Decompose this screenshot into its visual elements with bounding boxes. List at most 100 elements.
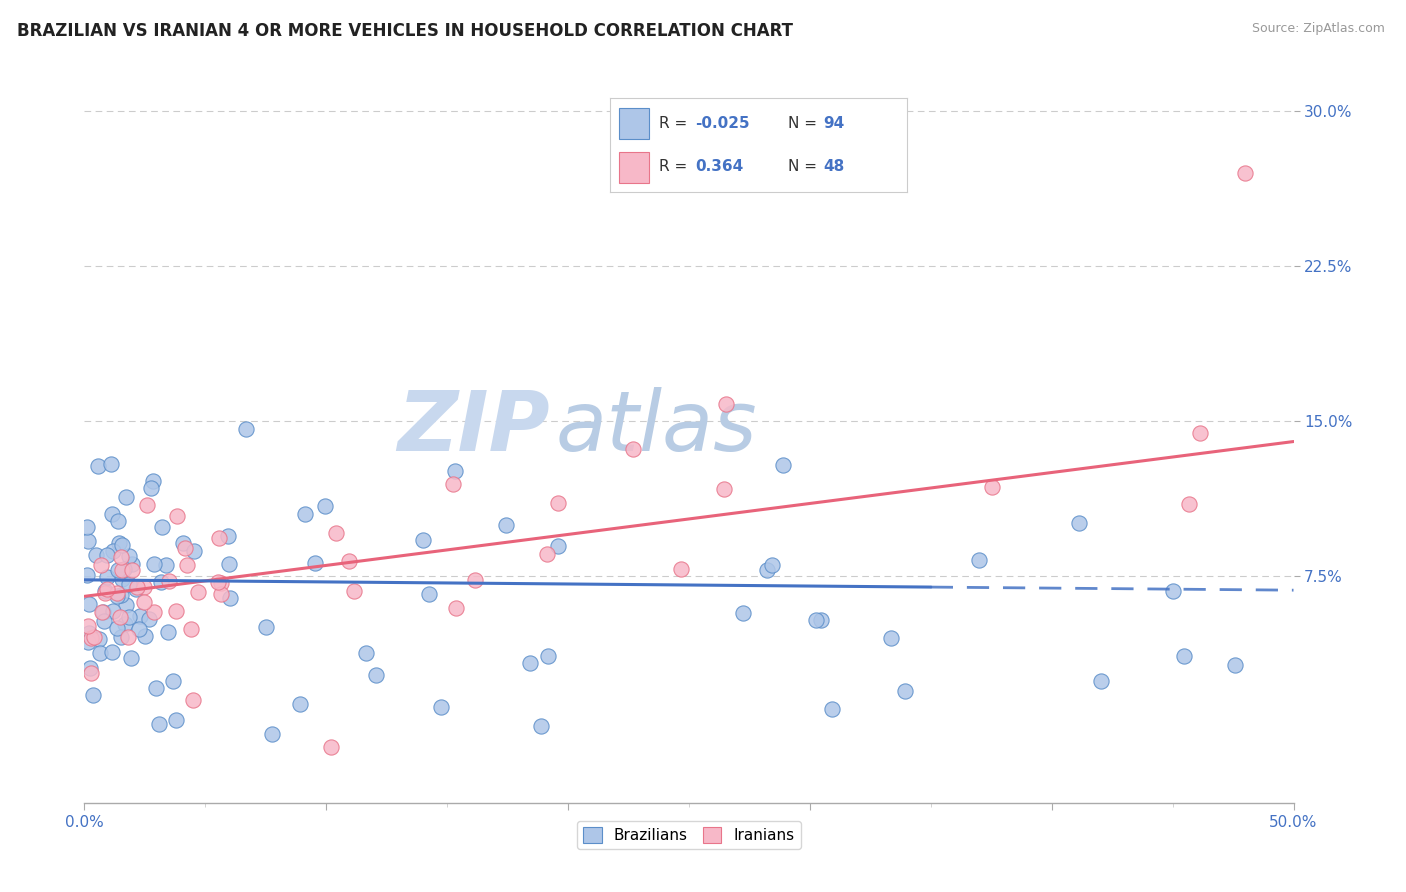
Point xyxy=(733,606,755,620)
Point xyxy=(100,457,122,471)
Point xyxy=(150,519,173,533)
Point xyxy=(107,586,129,600)
Point xyxy=(94,586,117,600)
Point xyxy=(820,701,842,715)
Point xyxy=(86,548,108,562)
Point xyxy=(536,547,558,561)
Point xyxy=(157,574,180,589)
Point xyxy=(89,646,111,660)
Point xyxy=(120,650,142,665)
Point xyxy=(290,697,312,711)
Point xyxy=(183,543,205,558)
Point xyxy=(128,622,150,636)
Point xyxy=(91,605,114,619)
Point xyxy=(364,668,387,682)
Point xyxy=(894,684,917,698)
Text: Source: ZipAtlas.com: Source: ZipAtlas.com xyxy=(1251,22,1385,36)
Point xyxy=(134,580,156,594)
Point xyxy=(77,619,100,633)
Point xyxy=(103,544,125,558)
Point xyxy=(756,563,779,577)
Point xyxy=(547,496,569,510)
Point xyxy=(87,459,110,474)
Point xyxy=(96,548,118,562)
Point xyxy=(142,557,165,571)
Point xyxy=(82,688,104,702)
Point xyxy=(217,529,239,543)
Point xyxy=(713,482,735,496)
Point xyxy=(235,422,257,436)
Point xyxy=(94,584,117,599)
Point xyxy=(262,727,284,741)
Point xyxy=(880,632,903,646)
Point xyxy=(165,604,187,618)
Point xyxy=(115,490,138,504)
Point xyxy=(165,713,187,727)
Point xyxy=(519,657,541,671)
Text: ZIP: ZIP xyxy=(398,386,550,467)
Point xyxy=(138,612,160,626)
Point xyxy=(111,573,134,587)
Point xyxy=(77,534,100,549)
Point xyxy=(91,605,114,619)
Point xyxy=(1090,674,1112,689)
Point xyxy=(967,553,990,567)
Point xyxy=(115,598,138,612)
Point xyxy=(1161,584,1184,599)
Point xyxy=(157,625,180,640)
Point xyxy=(187,585,209,599)
Point xyxy=(143,605,166,619)
Point xyxy=(772,458,794,473)
Point xyxy=(304,557,326,571)
Point xyxy=(96,570,118,584)
Point xyxy=(1173,648,1195,663)
Point xyxy=(714,397,737,411)
Point xyxy=(321,739,343,754)
Text: atlas: atlas xyxy=(555,386,758,467)
Point xyxy=(110,538,132,552)
Point xyxy=(117,630,139,644)
Point xyxy=(162,673,184,688)
Point xyxy=(76,568,98,582)
Point xyxy=(429,700,451,714)
Point xyxy=(83,630,105,644)
Point xyxy=(218,591,240,605)
Point xyxy=(443,464,465,478)
Point xyxy=(101,645,124,659)
Legend: Brazilians, Iranians: Brazilians, Iranians xyxy=(576,822,801,849)
Point xyxy=(125,580,148,594)
Point xyxy=(145,681,167,695)
Point xyxy=(136,498,159,512)
Point xyxy=(412,533,434,547)
Point xyxy=(1067,516,1090,531)
Point xyxy=(111,563,134,577)
Point xyxy=(464,574,486,588)
Point xyxy=(314,500,336,514)
Point xyxy=(444,600,467,615)
Point xyxy=(174,541,197,556)
Point xyxy=(121,557,143,571)
Point xyxy=(80,632,103,646)
Point xyxy=(110,588,132,602)
Point xyxy=(148,716,170,731)
Point xyxy=(810,613,832,627)
Point xyxy=(150,574,173,589)
Point xyxy=(669,562,692,576)
Point xyxy=(761,558,783,573)
Point xyxy=(981,480,1004,494)
Point xyxy=(121,563,143,577)
Point xyxy=(209,587,232,601)
Point xyxy=(107,563,129,577)
Point xyxy=(77,626,100,640)
Point xyxy=(76,634,98,648)
Point xyxy=(804,614,827,628)
Point xyxy=(79,665,101,680)
Point xyxy=(1223,657,1246,672)
Point xyxy=(547,539,569,553)
Point xyxy=(294,508,316,522)
Point xyxy=(1178,497,1201,511)
Point xyxy=(530,719,553,733)
Point xyxy=(108,536,131,550)
Point xyxy=(166,508,188,523)
Point xyxy=(155,558,177,573)
